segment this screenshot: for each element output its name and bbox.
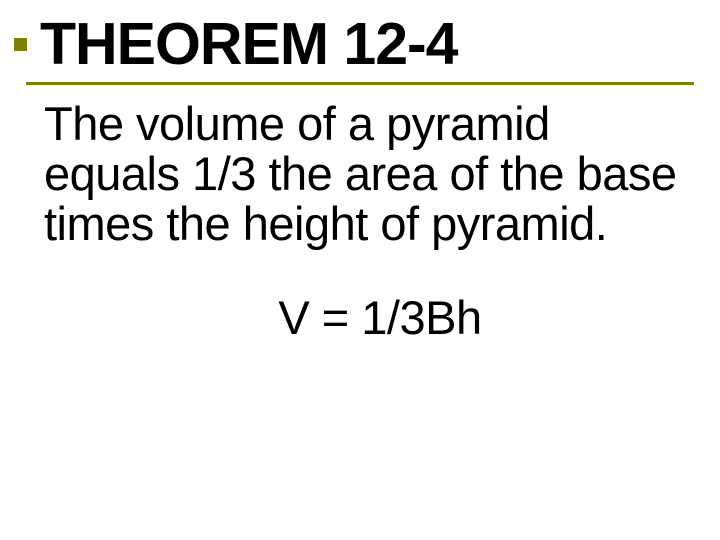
title-bullet — [14, 38, 27, 51]
slide-title: THEOREM 12-4 — [34, 14, 686, 76]
title-underline — [26, 82, 694, 85]
slide-body-text: The volume of a pyramid equals 1/3 the a… — [34, 99, 686, 248]
slide: THEOREM 12-4 The volume of a pyramid equ… — [0, 0, 720, 540]
slide-formula: V = 1/3Bh — [34, 290, 686, 345]
